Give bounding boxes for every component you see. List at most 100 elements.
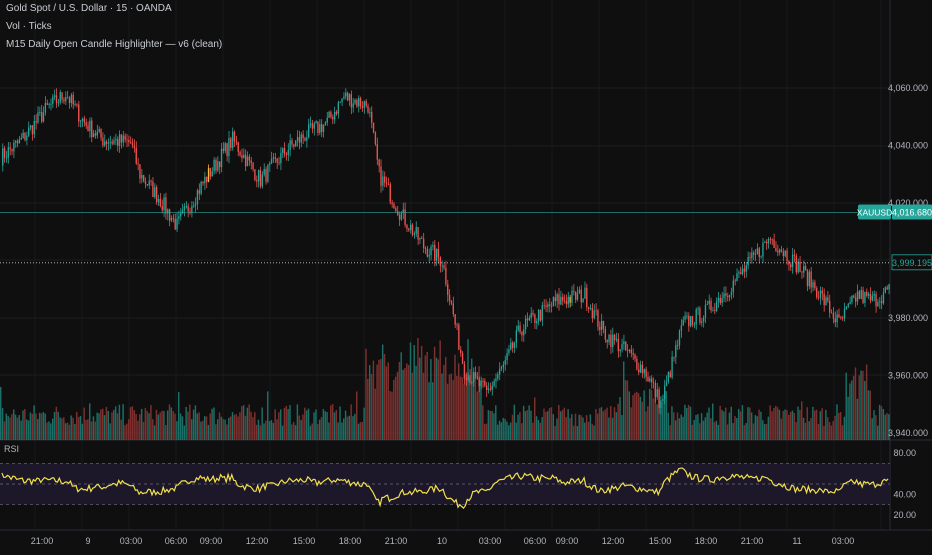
volume-bar [419,357,421,440]
candle-body [663,385,666,400]
rsi-axis-label: 20.00 [893,510,916,520]
candle-body [765,241,768,244]
symbol-legend[interactable]: Gold Spot / U.S. Dollar · 15 · OANDA [6,3,172,14]
candle-body [3,148,6,158]
volume-bar [628,391,631,440]
candle-body [769,239,772,240]
candle-body [302,134,304,139]
candle-body [183,206,186,211]
candle-body [615,338,618,341]
candle-body [235,141,238,143]
volume-bar [851,380,853,440]
candle-body [150,180,152,182]
volume-bar [758,409,760,440]
volume-bar [873,410,875,440]
candlestick-series[interactable] [2,88,890,415]
candle-body [458,324,460,350]
price-axis-label: 4,060.000 [888,83,928,93]
volume-bar [802,417,805,440]
candle-body [172,218,174,219]
volume-bar [235,414,237,440]
volume-bar [413,345,415,440]
candle-body [695,309,697,325]
price-axis[interactable]: 4,060.000 4,040.000 4,020.000 3,980.000 3,96… [857,83,932,520]
candle-body [521,331,523,336]
volume-bar [14,414,17,440]
candle-body [209,168,212,177]
candle-body [534,314,536,324]
candle-body [630,349,632,354]
candle-body [337,102,340,114]
candle-body [736,273,738,282]
volume-bar [712,403,714,440]
time-axis-label: 06:00 [165,536,188,546]
volume-bar [103,415,106,440]
volume-bar [276,419,278,440]
candle-body [228,138,230,157]
volume-histogram [0,337,890,440]
candle-body [207,168,210,182]
volume-bar [46,422,48,440]
candle-body [832,312,835,319]
candle-body [187,206,189,212]
volume-bar [170,407,173,440]
volume-bar [83,407,85,440]
time-axis[interactable]: 21:00 9 03:00 06:00 09:00 12:00 15:00 18:00 21:0… [31,536,855,546]
candle-body [643,369,645,374]
candle-body [530,313,532,319]
volume-bar [537,419,540,440]
candle-body [873,293,875,296]
candle-body [391,202,393,205]
volume-bar [279,409,282,440]
time-axis-label: 06:00 [524,536,547,546]
volume-bar [521,423,523,440]
volume-bar [778,409,781,440]
volume-bar [29,412,32,440]
candle-body [702,317,705,322]
candle-body [506,353,508,361]
volume-bar [626,380,629,440]
volume-bar [127,419,130,440]
rsi-pane[interactable] [0,462,890,509]
volume-bar [496,424,499,440]
volume-bar [585,415,588,440]
candle-body [480,380,482,387]
volume-legend[interactable]: Vol · Ticks [6,21,52,32]
volume-bar [723,411,725,440]
indicator-legend[interactable]: M15 Daily Open Candle Highlighter — v6 (… [6,39,223,50]
candle-body [758,248,760,257]
time-axis-label: 03:00 [120,536,143,546]
volume-bar [433,346,436,440]
candle-body [821,290,823,294]
candle-body [600,320,603,330]
volume-bar [220,416,223,440]
candle-body [437,248,440,258]
candle-body [111,141,113,144]
candle-body [576,293,579,300]
volume-bar [407,365,410,440]
candle-body [840,317,842,319]
volume-bar [31,413,33,440]
volume-bar [832,421,834,440]
volume-bar [90,421,93,440]
candle-body [526,318,529,321]
volume-bar [763,424,766,440]
candle-body [332,117,334,120]
candle-body [834,318,836,323]
volume-bar [85,419,87,440]
candle-body [656,389,658,397]
candle-body [461,353,464,364]
volume-bar [70,415,72,440]
volume-bar [532,422,534,440]
volume-bar [457,363,460,440]
rsi-legend[interactable]: RSI [4,444,20,454]
candle-body [465,378,467,381]
volume-bar [198,412,200,440]
candle-body [727,295,729,297]
candle-body [330,111,332,118]
candle-body [626,350,629,351]
volume-bar [828,421,831,440]
